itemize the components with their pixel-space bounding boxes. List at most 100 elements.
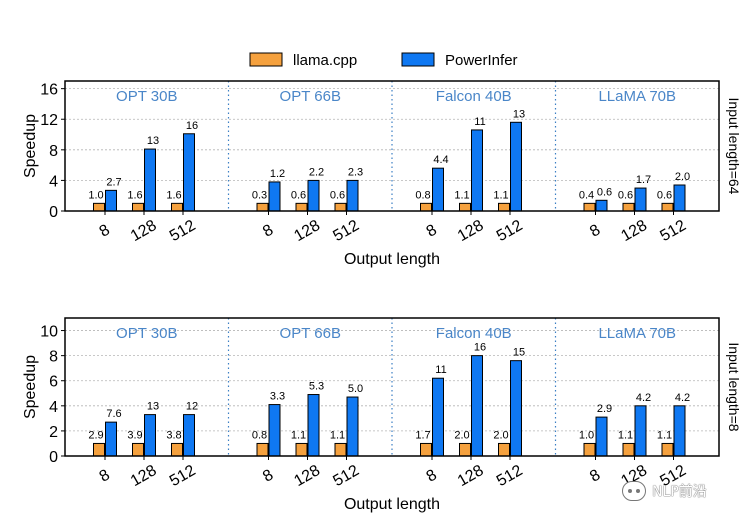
data-label: 16 — [186, 120, 198, 132]
x-tick-label: 512 — [167, 217, 199, 245]
bar-powerinfer — [183, 414, 195, 457]
data-label: 0.8 — [252, 429, 267, 441]
data-label: 3.3 — [270, 391, 285, 403]
x-tick-label: 8 — [97, 221, 113, 240]
x-tick-label: 8 — [260, 221, 276, 240]
x-tick-label: 512 — [657, 217, 689, 245]
data-label: 0.4 — [579, 189, 594, 201]
bar-group-2: Falcon 40B 0.8 4.4 8 1.1 11 128 1.1 13 512 — [415, 88, 525, 245]
data-label: 0.6 — [330, 189, 345, 201]
bar-llama-cpp — [334, 202, 347, 212]
x-tick-label: 128 — [128, 217, 160, 245]
bar-llama-cpp — [93, 202, 105, 212]
x-tick-label: 512 — [330, 217, 362, 245]
x-tick-label: 8 — [424, 466, 440, 485]
data-label: 1.1 — [657, 429, 672, 441]
bar-llama-cpp — [171, 442, 183, 457]
bar-powerinfer — [346, 179, 359, 212]
x-tick-label: 8 — [97, 466, 113, 485]
x-axis-label: Output length — [344, 251, 440, 268]
bar-powerinfer — [183, 133, 195, 212]
group-title: LLaMA 70B — [598, 88, 676, 105]
panel-label: Input length=64 — [726, 98, 742, 195]
x-tick-label: 8 — [424, 221, 440, 240]
bar-powerinfer — [105, 421, 117, 457]
bar-llama-cpp — [334, 442, 347, 457]
data-label: 16 — [474, 342, 486, 354]
data-label: 2.0 — [454, 429, 469, 441]
bar-group-1: OPT 66B 0.8 3.3 8 1.1 5.3 128 1.1 5.0 512 — [252, 325, 363, 490]
bar-llama-cpp — [459, 202, 471, 212]
bar-powerinfer — [673, 184, 686, 212]
bar-llama-cpp — [93, 442, 105, 457]
x-tick-label: 512 — [330, 462, 362, 490]
bar-llama-cpp — [132, 202, 144, 212]
x-tick-label: 128 — [618, 217, 650, 245]
data-label: 0.6 — [618, 189, 633, 201]
y-tick-label: 6 — [49, 374, 58, 391]
watermark-text: NLP前沿 — [652, 484, 707, 500]
data-label: 5.3 — [309, 381, 324, 393]
data-label: 2.9 — [88, 429, 103, 441]
data-label: 3.9 — [127, 429, 142, 441]
data-label: 1.1 — [618, 429, 633, 441]
x-tick-label: 128 — [291, 217, 323, 245]
bar-llama-cpp — [583, 202, 596, 212]
data-label: 2.3 — [348, 166, 363, 178]
y-tick-label: 4 — [49, 173, 58, 190]
group-title: OPT 30B — [116, 88, 177, 105]
data-label: 11 — [435, 364, 446, 376]
y-tick-label: 8 — [49, 143, 58, 160]
data-label: 2.0 — [675, 171, 690, 183]
bar-llama-cpp — [661, 202, 674, 212]
bar-llama-cpp — [661, 442, 674, 457]
data-label: 0.6 — [597, 186, 612, 198]
bar-powerinfer — [307, 394, 320, 457]
bar-group-0: OPT 30B 2.97.6 8 3.9 13 128 3.8 12 512 — [88, 325, 198, 490]
bar-powerinfer — [268, 404, 281, 457]
data-label: 5.0 — [348, 383, 363, 395]
bar-powerinfer — [595, 199, 608, 212]
bar-powerinfer — [105, 189, 117, 212]
legend-item-1: PowerInfer — [401, 52, 518, 69]
data-label: 2.2 — [309, 166, 324, 178]
bar-llama-cpp — [622, 442, 635, 457]
bar-llama-cpp — [295, 442, 308, 457]
data-label: 1.7 — [636, 174, 651, 186]
chat-bubble-icon — [622, 481, 646, 501]
data-label: 1.1 — [291, 429, 306, 441]
bar-group-2: Falcon 40B 1.7 11 8 2.0 16 128 2.0 15 512 — [415, 325, 525, 490]
x-tick-label: 8 — [587, 466, 603, 485]
x-tick-label: 8 — [260, 466, 276, 485]
bar-llama-cpp — [256, 202, 269, 212]
legend-label-1: PowerInfer — [445, 52, 518, 69]
data-label: 3.8 — [166, 429, 181, 441]
panel-label: Input length=8 — [726, 342, 742, 431]
bar-powerinfer — [144, 414, 156, 457]
data-label: 1.7 — [415, 429, 430, 441]
y-tick-label: 0 — [49, 449, 58, 466]
data-label: 15 — [513, 347, 525, 359]
bar-powerinfer — [471, 355, 483, 457]
bar-llama-cpp — [256, 442, 269, 457]
data-label: 4.2 — [636, 392, 651, 404]
x-tick-label: 512 — [494, 462, 526, 490]
group-title: LLaMA 70B — [598, 325, 676, 342]
y-tick-label: 0 — [49, 204, 58, 221]
y-tick-label: 2 — [49, 424, 58, 441]
y-tick-label: 4 — [49, 399, 58, 416]
bar-powerinfer — [634, 187, 647, 212]
data-label: 1.1 — [454, 189, 469, 201]
y-axis-label: Speedup — [22, 114, 39, 178]
x-axis-label: Output length — [344, 496, 440, 513]
bar-llama-cpp — [420, 442, 432, 457]
bar-powerinfer — [346, 396, 359, 457]
data-label: 7.6 — [106, 408, 121, 420]
data-label: 13 — [147, 401, 159, 413]
x-tick-label: 128 — [291, 462, 323, 490]
data-label: 1.6 — [166, 189, 181, 201]
